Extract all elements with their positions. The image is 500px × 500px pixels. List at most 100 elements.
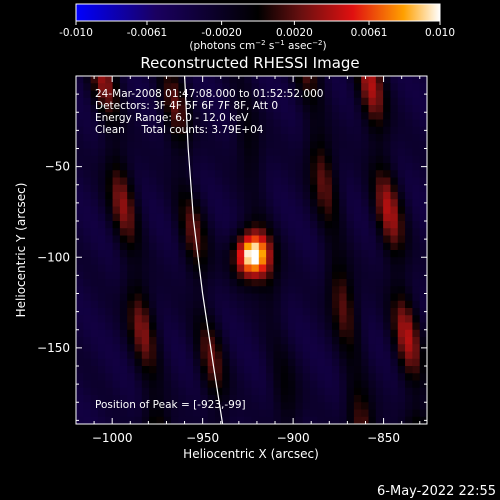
heatmap-cell: [112, 155, 121, 164]
heatmap-cell: [331, 358, 340, 367]
heatmap-cell: [405, 351, 413, 360]
heatmap-cell: [193, 83, 201, 91]
heatmap-cell: [251, 134, 260, 142]
heatmap-cell: [193, 192, 201, 200]
heatmap-cell: [178, 395, 187, 403]
heatmap-cell: [171, 264, 179, 273]
heatmap-cell: [178, 163, 187, 171]
heatmap-cell: [90, 105, 99, 113]
heatmap-cell: [236, 366, 245, 374]
heatmap-cell: [419, 322, 427, 331]
heatmap-cell: [90, 366, 99, 374]
heatmap-cell: [105, 264, 114, 273]
annotation-block: 24-Mar-2008 01:47:08.000 to 01:52:52.000…: [95, 88, 323, 136]
heatmap-cell: [127, 409, 135, 418]
heatmap-cell: [405, 402, 413, 410]
heatmap-cell: [112, 366, 121, 374]
heatmap-cell: [119, 416, 128, 424]
heatmap-cell: [375, 293, 384, 302]
heatmap-cell: [141, 279, 150, 287]
heatmap-cell: [141, 184, 150, 193]
y-tick-label: −100: [37, 250, 70, 264]
heatmap-cell: [368, 308, 377, 316]
heatmap-cell: [149, 366, 157, 374]
heatmap-cell: [273, 90, 282, 99]
heatmap-cell: [251, 322, 260, 331]
heatmap-cell: [90, 337, 99, 345]
heatmap-cell: [339, 402, 348, 410]
heatmap-cell: [90, 257, 99, 265]
heatmap-cell: [273, 192, 282, 200]
heatmap-cell: [156, 83, 165, 91]
heatmap-cell: [207, 279, 216, 287]
heatmap-cell: [178, 134, 187, 142]
heatmap-cell: [295, 286, 304, 294]
heatmap-cell: [302, 293, 311, 302]
heatmap-cell: [375, 250, 384, 258]
heatmap-cell: [171, 293, 179, 302]
heatmap-cell: [397, 387, 406, 396]
heatmap-cell: [405, 97, 413, 106]
heatmap-cell: [119, 279, 128, 287]
heatmap-cell: [302, 228, 311, 236]
heatmap-cell: [397, 242, 406, 251]
heatmap-cell: [353, 395, 362, 403]
heatmap-cell: [127, 373, 135, 381]
heatmap-cell: [375, 337, 384, 345]
heatmap-cell: [280, 206, 289, 215]
heatmap-cell: [119, 235, 128, 244]
heatmap-cell: [163, 83, 172, 91]
heatmap-cell: [324, 90, 333, 99]
heatmap-cell: [251, 126, 260, 135]
heatmap-cell: [273, 409, 282, 418]
heatmap-cell: [105, 76, 114, 84]
heatmap-cell: [105, 271, 114, 280]
heatmap-cell: [339, 416, 348, 424]
heatmap-cell: [193, 416, 201, 424]
heatmap-cell: [368, 279, 377, 287]
heatmap-cell: [134, 380, 143, 389]
heatmap-cell: [163, 387, 172, 396]
heatmap-cell: [200, 235, 209, 244]
heatmap-cell: [310, 395, 318, 403]
heatmap-cell: [236, 250, 245, 258]
heatmap-cell: [397, 126, 406, 135]
heatmap-cell: [280, 97, 289, 106]
heatmap-cell: [353, 105, 362, 113]
heatmap-cell: [331, 105, 340, 113]
heatmap-cell: [397, 221, 406, 229]
heatmap-cell: [178, 213, 187, 222]
heatmap-cell: [105, 119, 114, 128]
heatmap-cell: [90, 250, 99, 258]
heatmap-cell: [288, 97, 296, 106]
heatmap-cell: [302, 126, 311, 135]
heatmap-cell: [390, 213, 399, 222]
heatmap-cell: [273, 351, 282, 360]
heatmap-cell: [302, 105, 311, 113]
heatmap-cell: [90, 308, 99, 316]
heatmap-cell: [302, 308, 311, 316]
heatmap-cell: [229, 300, 238, 309]
heatmap-cell: [236, 199, 245, 207]
heatmap-cell: [244, 366, 252, 374]
heatmap-cell: [280, 322, 289, 331]
heatmap-cell: [302, 264, 311, 273]
heatmap-cell: [200, 409, 209, 418]
heatmap-cell: [76, 199, 84, 207]
heatmap-cell: [112, 300, 121, 309]
heatmap-cell: [222, 119, 231, 128]
heatmap-cell: [214, 380, 223, 389]
heatmap-cell: [353, 221, 362, 229]
heatmap-cell: [273, 308, 282, 316]
heatmap-cell: [310, 235, 318, 244]
heatmap-cell: [397, 141, 406, 149]
heatmap-cell: [200, 134, 209, 142]
heatmap-cell: [317, 90, 326, 99]
heatmap-cell: [76, 402, 84, 410]
heatmap-cell: [185, 177, 194, 186]
heatmap-cell: [105, 221, 114, 229]
heatmap-cell: [258, 155, 267, 164]
heatmap-cell: [353, 308, 362, 316]
heatmap-cell: [141, 221, 150, 229]
